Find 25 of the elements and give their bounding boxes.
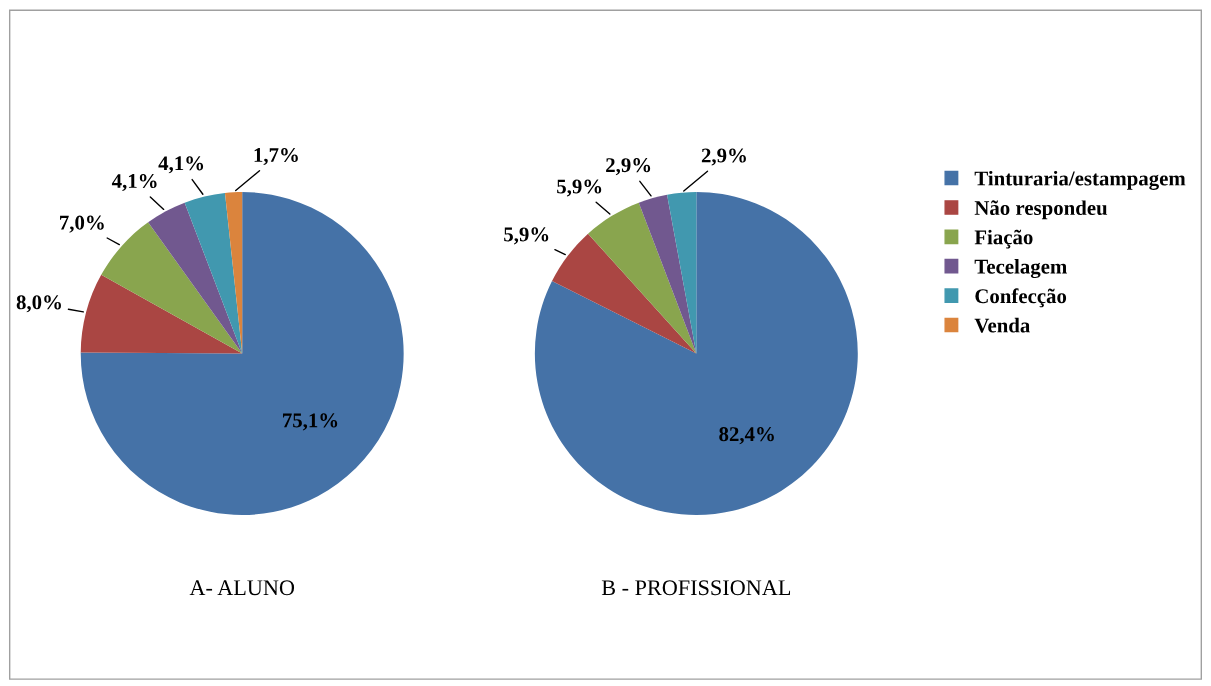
pie-slice xyxy=(184,192,243,354)
legend-label: Confecção xyxy=(975,288,1067,308)
legend-label: Fiação xyxy=(974,229,1033,249)
pie-slice xyxy=(80,274,243,354)
legend-label: Não respondeu xyxy=(974,200,1108,220)
data-label: 82,4% xyxy=(719,427,774,445)
data-label: 1,7% xyxy=(254,147,298,166)
data-label: 5,9% xyxy=(557,179,602,197)
data-label: 5,9% xyxy=(504,227,549,245)
data-label: 75,1% xyxy=(283,413,338,431)
data-label: 8,0% xyxy=(16,295,61,313)
pie-slice xyxy=(148,202,243,354)
text: A- ALUNO xyxy=(189,580,295,596)
legend-label: Tinturaria/estampagem xyxy=(974,170,1186,190)
pie-slice xyxy=(638,194,697,354)
data-label: 4,1% xyxy=(158,156,204,174)
text: B - PROFISSIONAL xyxy=(601,580,791,596)
pie-slice xyxy=(588,202,697,354)
legend-label: Tecelagem xyxy=(974,259,1067,279)
data-label: 2,9% xyxy=(701,148,746,166)
legend-label: Venda xyxy=(974,317,1030,333)
pie-slice xyxy=(552,233,697,354)
data-label: 7,0% xyxy=(60,215,104,233)
data-label: 4,1% xyxy=(111,173,157,192)
data-label: 2,9% xyxy=(606,158,651,176)
